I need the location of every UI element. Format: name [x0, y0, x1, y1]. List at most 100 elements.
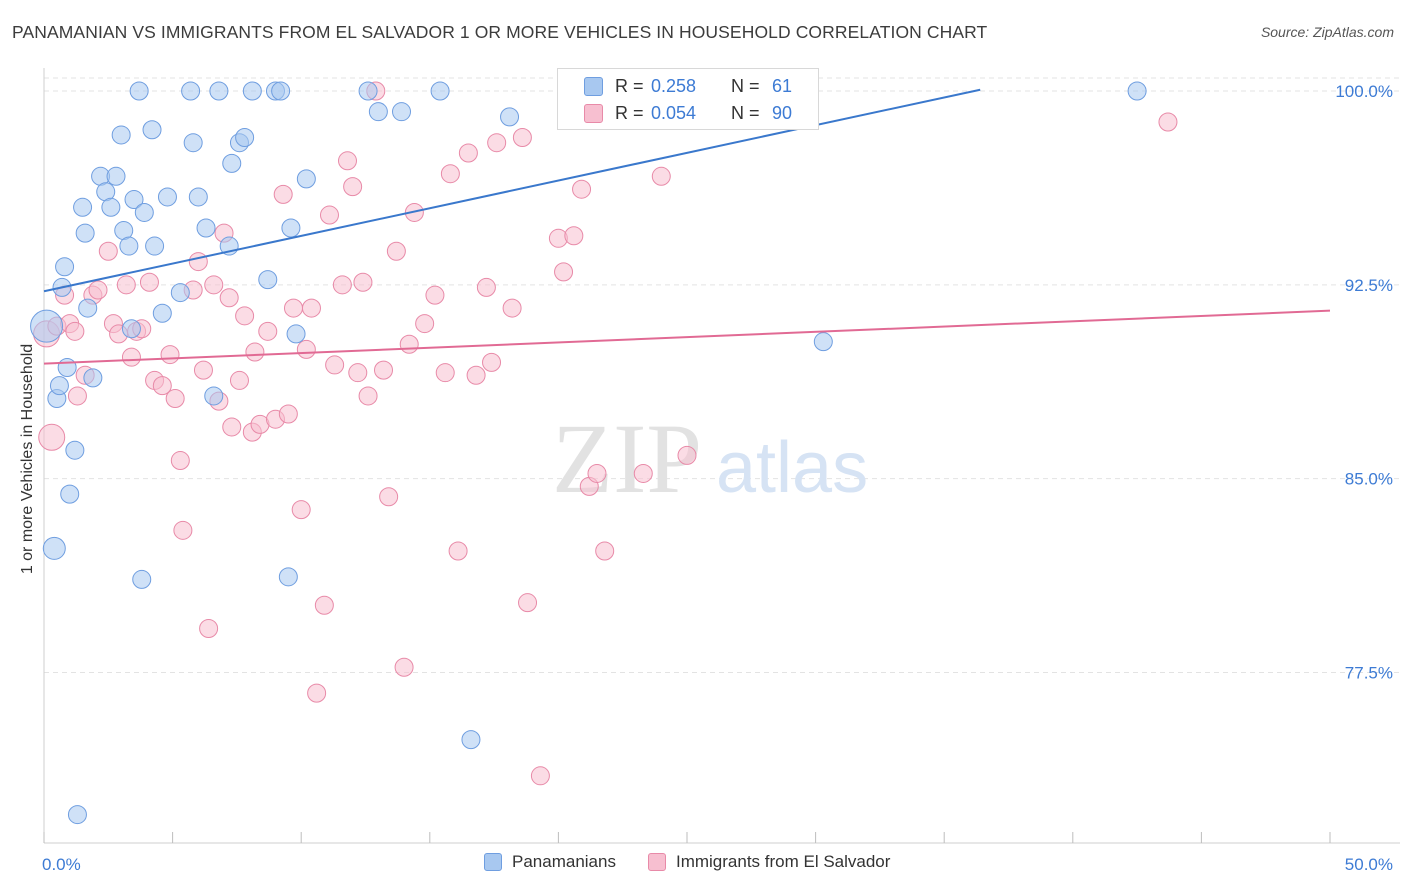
el-salvador-point: [425, 285, 445, 305]
el-salvador-point: [379, 487, 399, 507]
el-salvador-point: [204, 275, 224, 295]
panamanians-point: [258, 270, 278, 290]
panamanians-point: [209, 81, 229, 101]
el-salvador-point: [358, 386, 378, 406]
panamanians-point: [358, 81, 378, 101]
el-salvador-point: [458, 143, 478, 163]
panamanians-point: [60, 484, 80, 504]
el-salvador-point: [314, 595, 334, 615]
panamanians-point: [296, 169, 316, 189]
panamanians-point: [368, 102, 388, 122]
el-salvador-point: [219, 288, 239, 308]
panamanians-point: [132, 569, 152, 589]
legend-swatch-el-salvador: [647, 853, 666, 871]
x-tick-label: 0.0%: [42, 855, 81, 874]
el-salvador-point: [564, 226, 584, 246]
el-salvador-point: [152, 376, 172, 396]
panamanians-point: [119, 236, 139, 256]
stats-n-label: N =: [731, 75, 760, 96]
panamanians-point: [142, 120, 162, 140]
panamanians-point: [181, 81, 201, 101]
el-salvador-point: [633, 463, 653, 483]
el-salvador-point: [229, 370, 249, 390]
el-salvador-point: [572, 179, 592, 199]
panamanians-point: [461, 730, 481, 750]
el-salvador-point: [353, 272, 373, 292]
el-salvador-point: [38, 423, 66, 451]
panamanians-point: [49, 376, 69, 396]
stats-r-value: 0.054: [651, 102, 697, 123]
panamanians-point: [106, 166, 126, 186]
el-salvador-point: [394, 657, 414, 677]
panamanians-point: [57, 358, 77, 378]
panamanians-point: [111, 125, 131, 145]
source-label: Source: ZipAtlas.com: [1260, 24, 1394, 40]
el-salvador-point: [301, 298, 321, 318]
el-salvador-point: [193, 360, 213, 380]
legend-swatch-panamanians: [484, 853, 502, 871]
stats-r-label: R =: [615, 102, 644, 123]
el-salvador-point: [595, 541, 615, 561]
panamanians-point: [65, 440, 85, 460]
series-el-salvador-points: [33, 81, 1178, 786]
panamanians-point: [188, 187, 208, 207]
el-salvador-point: [67, 386, 87, 406]
el-salvador-point: [278, 404, 298, 424]
el-salvador-point: [173, 520, 193, 540]
panamanians-point: [430, 81, 450, 101]
el-salvador-point: [435, 363, 455, 383]
el-salvador-point: [307, 683, 327, 703]
el-salvador-point: [222, 417, 242, 437]
el-salvador-point: [448, 541, 468, 561]
panamanians-point: [30, 309, 64, 343]
el-salvador-point: [530, 766, 550, 786]
panamanians-point: [1127, 81, 1147, 101]
el-salvador-point: [165, 389, 185, 409]
stats-legend-box: R = 0.258 N = 61 R = 0.054 N = 90: [557, 68, 819, 130]
y-axis-label-wrap: 1 or more Vehicles in Household: [18, 0, 38, 892]
trend-lines: [43, 88, 1331, 365]
bottom-legend: Panamanians Immigrants from El Salvador: [484, 852, 922, 872]
panamanians-point: [813, 332, 833, 352]
el-salvador-point: [88, 280, 108, 300]
stats-swatch-panamanians: [584, 77, 603, 96]
el-salvador-point: [651, 166, 671, 186]
panamanians-point: [286, 324, 306, 344]
el-salvador-point: [121, 347, 141, 367]
y-tick-label: 77.5%: [1345, 663, 1393, 682]
panamanians-point: [55, 257, 75, 277]
watermark: ZIP atlas: [552, 403, 868, 514]
panamanians-point: [271, 81, 291, 101]
el-salvador-point: [160, 345, 180, 365]
el-salvador-point: [482, 352, 502, 372]
series-panamanians-points: [30, 81, 1147, 825]
panamanians-point: [152, 303, 172, 323]
watermark-zip: ZIP: [552, 403, 702, 514]
el-salvador-point: [98, 241, 118, 261]
stats-n-label: N =: [731, 102, 760, 123]
el-salvador-point: [332, 275, 352, 295]
panamanians-point: [170, 283, 190, 303]
el-salvador-point: [139, 272, 159, 292]
panamanians-point: [73, 197, 93, 217]
legend-item-el-salvador[interactable]: Immigrants from El Salvador: [647, 852, 891, 872]
el-salvador-point: [415, 314, 435, 334]
el-salvador-point: [199, 619, 219, 639]
panamanians-point: [101, 197, 121, 217]
x-tick-label: 50.0%: [1345, 855, 1393, 874]
panamanians-point: [183, 133, 203, 153]
stats-n-value: 61: [772, 75, 793, 96]
legend-label-el-salvador: Immigrants from El Salvador: [675, 852, 891, 871]
watermark-atlas: atlas: [716, 428, 868, 508]
panamanians-point: [124, 190, 144, 210]
panamanians-point: [235, 128, 255, 148]
panamanians-point: [204, 386, 224, 406]
el-salvador-point: [512, 128, 532, 148]
panamanians-point: [83, 368, 103, 388]
panamanians-point: [121, 319, 141, 339]
el-salvador-point: [170, 451, 190, 471]
legend-item-panamanians[interactable]: Panamanians: [484, 852, 616, 872]
y-tick-label: 85.0%: [1345, 470, 1393, 489]
el-salvador-point: [296, 339, 316, 359]
